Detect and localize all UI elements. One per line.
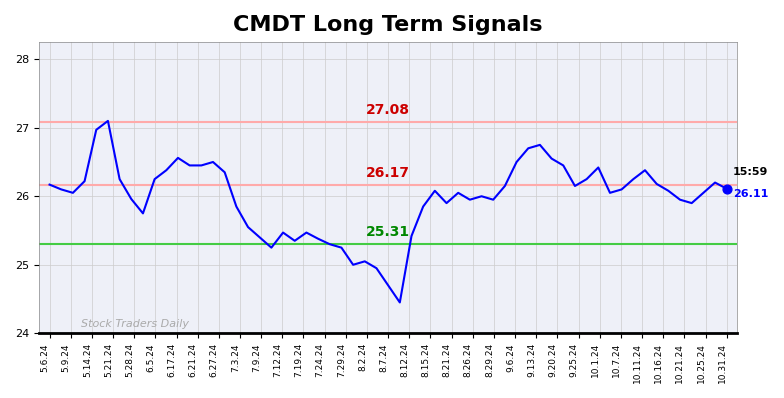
Text: 27.08: 27.08 — [366, 103, 410, 117]
Text: 26.17: 26.17 — [366, 166, 410, 180]
Title: CMDT Long Term Signals: CMDT Long Term Signals — [234, 15, 543, 35]
Point — [720, 185, 733, 192]
Text: 25.31: 25.31 — [366, 225, 410, 239]
Text: 26.11: 26.11 — [733, 189, 768, 199]
Text: Stock Traders Daily: Stock Traders Daily — [82, 319, 189, 329]
Text: 15:59: 15:59 — [733, 167, 768, 177]
